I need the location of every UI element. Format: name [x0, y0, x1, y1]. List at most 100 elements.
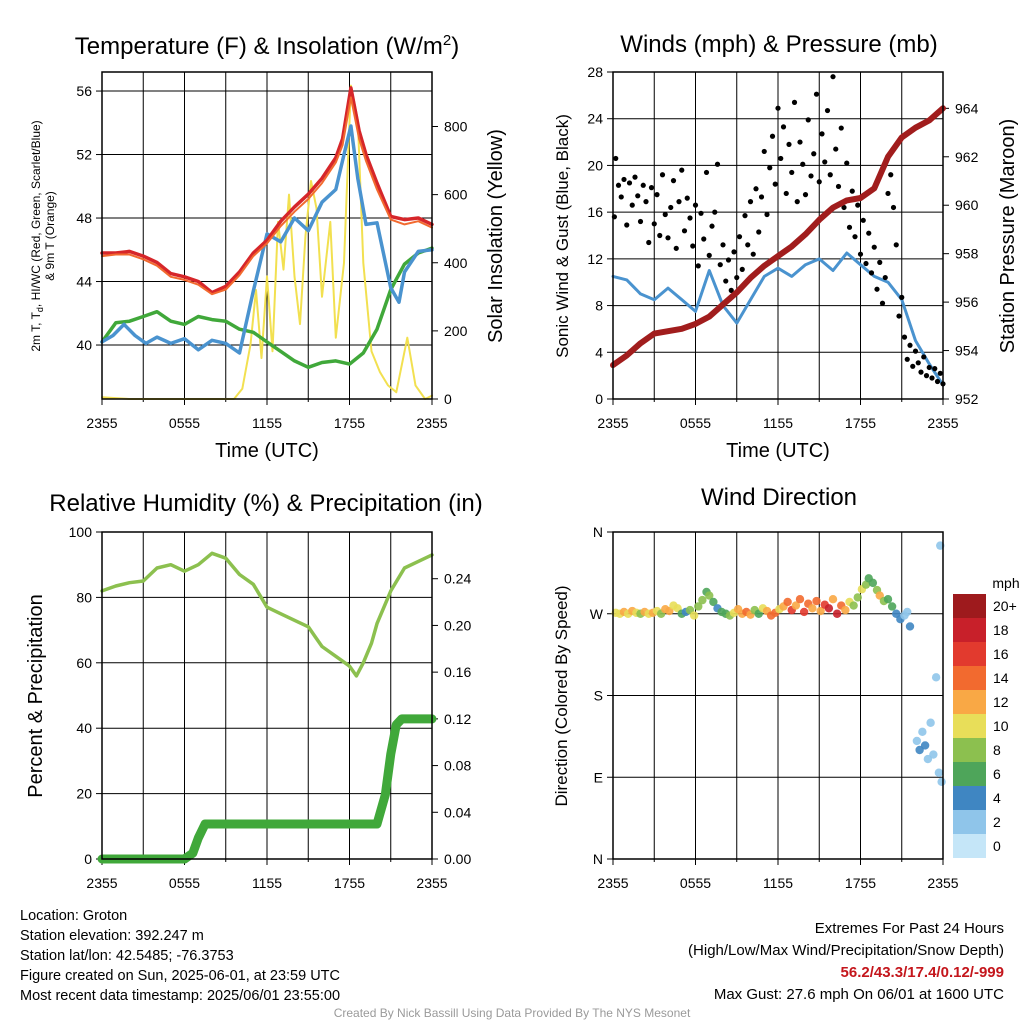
y-tick-label: W	[590, 606, 604, 622]
station-location: Location: Groton	[20, 908, 128, 924]
max-gust: Max Gust: 27.6 mph On 06/01 at 1600 UTC	[713, 986, 1004, 1003]
gust-point	[912, 348, 919, 354]
gust-point	[907, 342, 913, 348]
gust-point	[855, 202, 861, 208]
gust-point	[860, 217, 866, 223]
x-tick-label: 1755	[334, 875, 365, 891]
direction-point	[931, 673, 941, 682]
direction-point	[868, 578, 878, 588]
gust-point	[736, 234, 743, 240]
gust-point	[937, 370, 943, 376]
direction-point	[808, 604, 817, 613]
direction-point	[853, 593, 862, 602]
gust-point	[670, 178, 677, 184]
gust-point	[742, 213, 748, 219]
rh-line	[100, 551, 434, 678]
gust-point	[833, 146, 839, 152]
y-tick-label: 40	[76, 720, 92, 736]
temp-series-line	[100, 86, 434, 295]
gust-point	[654, 192, 660, 198]
gust-point	[635, 193, 641, 199]
y-tick-label: 80	[76, 589, 92, 605]
colorbar-label: 20+	[993, 598, 1017, 614]
wdir-chart: 2355 0555 1155 1755 2355 N E S W N	[590, 524, 959, 891]
gust-point	[747, 199, 754, 205]
x-tick-label: 2355	[86, 415, 117, 431]
recent-timestamp: Most recent data timestamp: 2025/06/01 2…	[20, 988, 341, 1004]
y-tick-label: 20	[587, 157, 603, 173]
x-tick-label: 1155	[252, 875, 282, 891]
gust-point	[899, 294, 905, 300]
y-right-tick-label: 0.16	[444, 664, 471, 680]
y-right-tick-label: 800	[444, 119, 468, 135]
gust-point	[896, 313, 902, 319]
pressure-line	[610, 105, 946, 369]
gust-point	[802, 192, 809, 198]
y-right-tick-label: 600	[444, 187, 468, 203]
gust-point	[877, 259, 883, 265]
gust-point	[789, 169, 795, 176]
plot-frame	[612, 531, 944, 860]
direction-point	[795, 595, 805, 604]
extremes-title: Extremes For Past 24 Hours	[814, 920, 1004, 937]
y-right-tick-label: 0.08	[444, 758, 471, 774]
wdir-panel-title: Wind Direction	[701, 484, 857, 511]
credit-line: Created By Nick Bassill Using Data Provi…	[333, 1006, 691, 1020]
x-tick-label: 1155	[252, 415, 282, 431]
winds-chart: 2355 0555 1155 1755 2355 0 4 8 12 16 20 24 28 952 954 9…	[587, 64, 978, 431]
y-tick-label: 56	[76, 83, 92, 99]
colorbar-swatch	[953, 690, 986, 714]
gust-point	[662, 211, 668, 218]
gust-point	[621, 176, 627, 183]
colorbar-label: 2	[993, 814, 1001, 830]
colorbar-label: 8	[993, 742, 1001, 758]
gust-point	[676, 199, 682, 205]
gust-point	[929, 375, 935, 381]
gust-point	[624, 222, 630, 228]
y-tick-label: 12	[587, 251, 603, 267]
gust-point	[701, 236, 707, 242]
direction-point	[709, 597, 718, 607]
winds-right-axis-label: Station Pressure (Maroon)	[997, 119, 1019, 354]
gust-point	[613, 155, 619, 162]
y-right-tick-label: 0.04	[444, 804, 471, 820]
direction-point	[861, 580, 871, 589]
winds-panel-title: Winds (mph) & Pressure (mb)	[620, 31, 937, 58]
colorbar-swatch	[953, 666, 986, 690]
gust-point	[695, 263, 701, 269]
y-tick-label: N	[593, 851, 603, 867]
colorbar-label: 6	[993, 766, 1001, 782]
speed-colorbar: mph 20+ 18 16 14 12 10 8 6 4 2 0	[953, 575, 1020, 858]
direction-point	[799, 607, 809, 617]
gust-point	[731, 249, 737, 255]
y-right-tick-label: 952	[955, 391, 979, 407]
direction-point	[816, 606, 825, 616]
gust-point	[665, 235, 671, 241]
direction-point	[905, 622, 915, 631]
gust-point	[643, 199, 649, 205]
gust-point	[673, 245, 679, 251]
colorbar-label: 18	[993, 622, 1009, 638]
direction-point	[841, 605, 850, 615]
gust-point	[846, 224, 853, 230]
gust-point	[772, 181, 778, 187]
gust-point	[822, 159, 828, 165]
colorbar-swatch	[953, 738, 986, 762]
station-elevation: Station elevation: 392.247 m	[20, 928, 204, 944]
gust-point	[849, 188, 855, 194]
x-tick-label: 1155	[763, 415, 793, 431]
gust-point	[709, 223, 715, 229]
gust-point	[637, 218, 644, 225]
gust-point	[786, 141, 792, 148]
gust-point	[712, 209, 718, 215]
rh-left-axis-label: Percent & Precipitation	[25, 594, 47, 797]
x-tick-label: 2355	[86, 875, 117, 891]
direction-point	[926, 718, 935, 727]
y-right-tick-label: 958	[955, 246, 979, 262]
gust-point	[874, 286, 880, 292]
x-tick-label: 0555	[680, 875, 711, 891]
gust-point	[794, 199, 800, 205]
temp-series-line	[100, 246, 434, 370]
gust-point	[893, 242, 899, 248]
